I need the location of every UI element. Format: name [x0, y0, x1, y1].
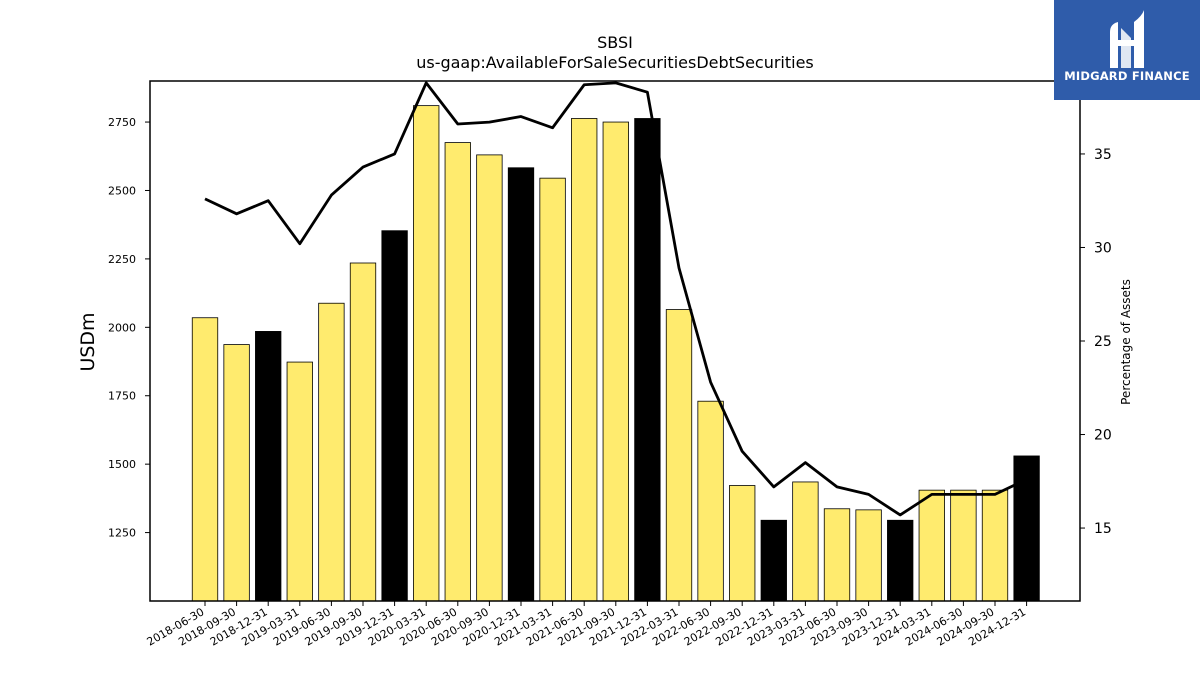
bar-2022-03-31 — [665, 309, 693, 602]
y2-tick-label: 15 — [1094, 521, 1112, 537]
chart-title: SBSI — [597, 33, 633, 52]
logo-text: MIDGARD FINANCE — [1064, 69, 1190, 83]
bar-2021-03-31 — [539, 177, 566, 602]
y-tick-label: 2000 — [108, 321, 136, 334]
chart-subtitle: us-gaap:AvailableForSaleSecuritiesDebtSe… — [416, 53, 814, 72]
y2-tick-label: 20 — [1094, 428, 1112, 444]
y-axis-label: USDm — [77, 312, 99, 371]
midgard-logo-icon — [1110, 10, 1144, 68]
bar-2020-12-31 — [507, 167, 535, 602]
bar-2022-06-30 — [697, 400, 724, 602]
bar-2021-12-31 — [634, 118, 661, 602]
y-tick-label: 1500 — [108, 458, 136, 471]
y-tick-label: 2500 — [108, 184, 136, 197]
bar-2018-12-31 — [255, 331, 282, 602]
bar-2023-12-31 — [887, 519, 914, 602]
bar-2018-09-30 — [223, 344, 250, 602]
y2-tick-label: 30 — [1094, 240, 1112, 256]
bar-2020-09-30 — [476, 154, 503, 602]
midgard-logo: MIDGARD FINANCE — [1054, 0, 1200, 100]
bar-2024-06-30 — [950, 489, 977, 602]
bar-2018-06-30 — [191, 317, 219, 602]
bar-2020-03-31 — [413, 105, 440, 602]
bar-2023-09-30 — [855, 509, 882, 602]
bar-2024-09-30 — [981, 489, 1009, 602]
y-tick-label: 2250 — [108, 253, 136, 266]
bar-series — [191, 105, 1040, 602]
y-tick-label: 1250 — [108, 527, 136, 540]
bar-2019-09-30 — [349, 262, 377, 602]
y2-tick-label: 35 — [1094, 147, 1112, 163]
bar-2021-09-30 — [602, 121, 629, 602]
bar-2024-03-31 — [918, 489, 945, 602]
bar-2022-12-31 — [760, 519, 787, 602]
bar-2024-12-31 — [1013, 455, 1040, 602]
bar-2020-06-30 — [444, 142, 471, 602]
bar-2019-12-31 — [381, 230, 408, 602]
bar-2022-09-30 — [729, 485, 756, 602]
y2-axis-label: Percentage of Assets — [1119, 279, 1133, 405]
y-tick-label: 2750 — [108, 116, 136, 129]
bar-2023-03-31 — [792, 481, 819, 602]
bar-2019-03-31 — [286, 361, 313, 602]
percentage-line — [204, 81, 1028, 517]
percentage-line-series — [204, 81, 1028, 517]
bar-2023-06-30 — [823, 508, 851, 602]
y-tick-label: 1750 — [108, 390, 136, 403]
y2-tick-label: 25 — [1094, 334, 1112, 350]
bar-2021-06-30 — [571, 118, 598, 602]
bar-2019-06-30 — [318, 302, 345, 602]
